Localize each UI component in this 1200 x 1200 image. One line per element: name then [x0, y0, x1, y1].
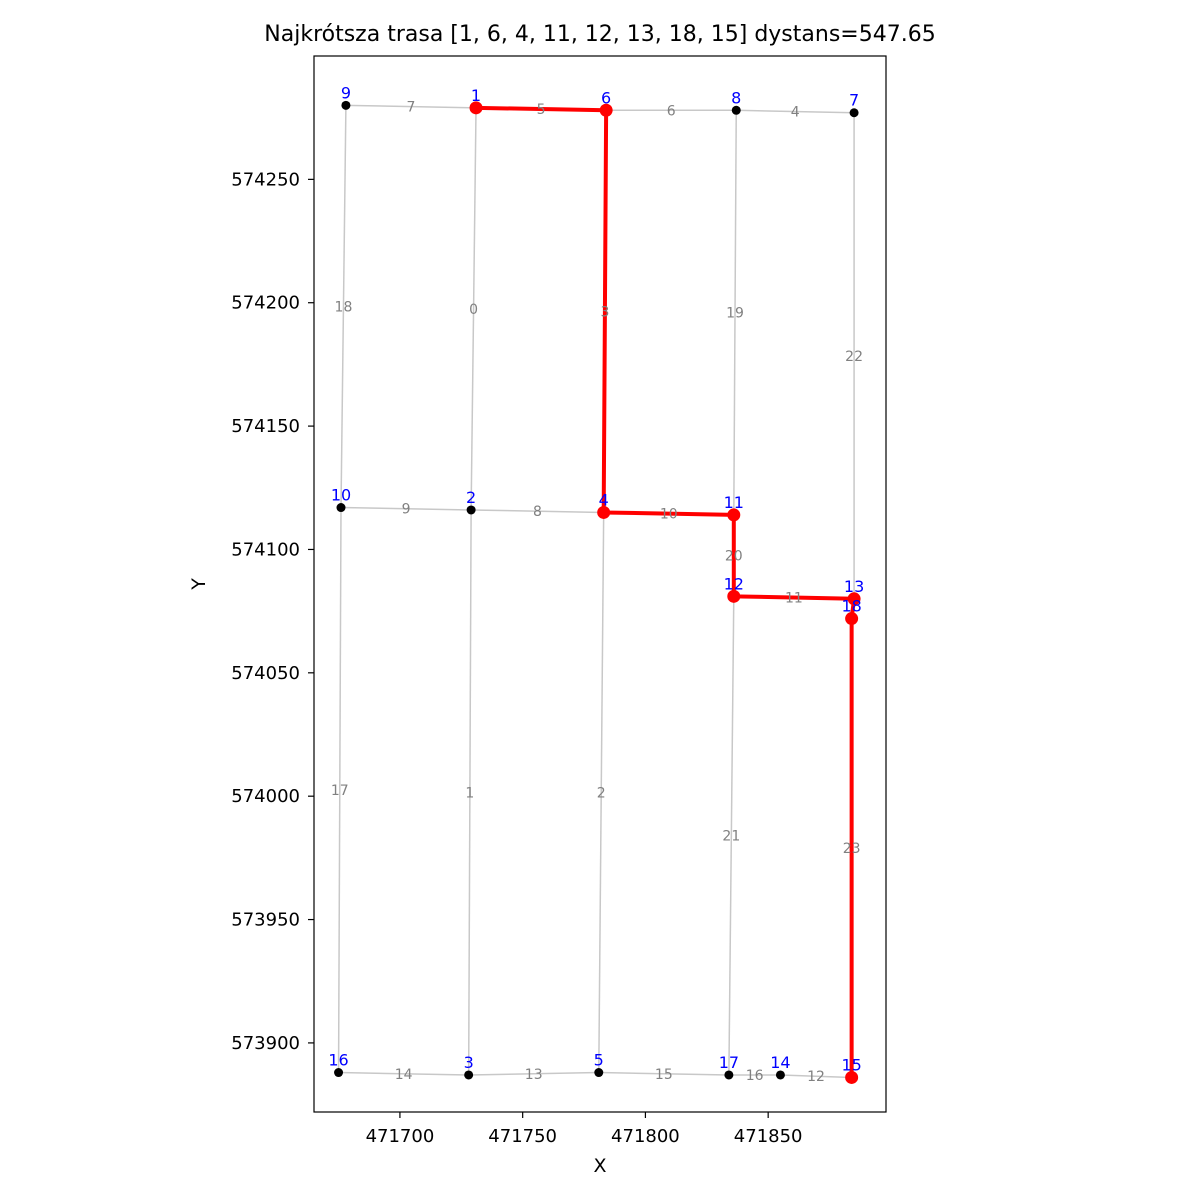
- plot-area-frame: [313, 55, 887, 1113]
- node-point-10: [336, 503, 346, 513]
- node-label-13: 13: [844, 577, 864, 596]
- y-tick-label: 573950: [231, 910, 300, 931]
- edge-line-2: [598, 512, 605, 1073]
- x-axis-label: X: [593, 1155, 606, 1177]
- node-point-17: [724, 1070, 734, 1080]
- y-tick-label: 574000: [231, 786, 300, 807]
- edge-label-6: 6: [667, 103, 676, 119]
- edge-label-19: 19: [726, 306, 744, 322]
- x-tick-label: 471800: [611, 1126, 680, 1147]
- y-tick-label: 573900: [231, 1033, 300, 1054]
- edge-label-11: 11: [785, 591, 803, 607]
- node-label-6: 6: [601, 88, 611, 107]
- edge-label-12: 12: [807, 1069, 825, 1085]
- node-label-7: 7: [849, 91, 859, 110]
- edge-label-14: 14: [395, 1067, 413, 1083]
- edge-line-4: [736, 109, 855, 114]
- node-label-18: 18: [841, 597, 861, 616]
- node-label-9: 9: [341, 83, 351, 102]
- node-point-2: [466, 505, 476, 515]
- node-point-14: [775, 1070, 785, 1080]
- node-label-12: 12: [724, 574, 744, 593]
- edge-label-13: 13: [525, 1067, 543, 1083]
- edge-line-7: [345, 104, 477, 109]
- node-point-15: [845, 1070, 859, 1084]
- y-tick-label: 574200: [231, 293, 300, 314]
- edge-label-0: 0: [469, 302, 478, 318]
- edge-line-0: [470, 107, 477, 510]
- node-point-11: [727, 508, 741, 522]
- y-tick-label: 574250: [231, 169, 300, 190]
- x-tick-label: 471700: [366, 1126, 435, 1147]
- edge-label-5: 5: [537, 102, 546, 118]
- node-point-8: [731, 105, 741, 115]
- edge-label-17: 17: [331, 783, 349, 799]
- edge-label-4: 4: [791, 105, 800, 121]
- y-tick-label: 574150: [231, 416, 300, 437]
- edge-label-16: 16: [746, 1068, 764, 1084]
- node-label-17: 17: [719, 1053, 739, 1072]
- edge-line-19: [733, 110, 737, 515]
- node-label-2: 2: [466, 488, 476, 507]
- edge-line-15: [598, 1071, 729, 1076]
- node-label-3: 3: [464, 1053, 474, 1072]
- node-point-13: [847, 592, 861, 606]
- edge-line-1: [467, 509, 472, 1075]
- node-label-14: 14: [770, 1053, 790, 1072]
- y-axis-ticks: 573900 573950 574000 574050 574100 574150 5742…: [231, 169, 314, 1054]
- edge-label-10: 10: [660, 507, 678, 523]
- edge-line-18: [340, 105, 347, 508]
- edge-label-3: 3: [600, 304, 609, 320]
- node-label-8: 8: [731, 88, 741, 107]
- edge-label-20: 20: [725, 549, 743, 565]
- node-point-9: [341, 100, 351, 110]
- edge-line-12: [780, 1074, 852, 1079]
- y-tick-label: 574100: [231, 539, 300, 560]
- node-point-4: [597, 505, 611, 519]
- edge-label-8: 8: [533, 504, 542, 520]
- chart-title: Najkrótsza trasa [1, 6, 4, 11, 12, 13, 1…: [264, 22, 935, 47]
- node-label-1: 1: [471, 86, 481, 105]
- node-point-16: [334, 1068, 344, 1078]
- edge-label-7: 7: [407, 100, 416, 116]
- node-point-12: [727, 589, 741, 603]
- nodes-layer: [334, 100, 861, 1084]
- edge-line-17: [337, 507, 342, 1073]
- node-label-16: 16: [328, 1051, 348, 1070]
- edge-line-8: [471, 509, 604, 514]
- node-point-1: [469, 101, 483, 115]
- node-point-5: [594, 1068, 604, 1078]
- edge-line-21: [728, 596, 735, 1075]
- node-label-5: 5: [594, 1051, 604, 1070]
- edge-label-22: 22: [845, 349, 863, 365]
- edge-line-9: [340, 506, 472, 511]
- edge-label-9: 9: [402, 502, 411, 518]
- edge-label-18: 18: [335, 299, 353, 315]
- x-tick-label: 471750: [488, 1126, 557, 1147]
- node-point-3: [464, 1070, 474, 1080]
- x-axis-ticks: 471700 471750 471800 471850: [366, 1112, 803, 1147]
- y-tick-label: 574050: [231, 663, 300, 684]
- node-point-6: [599, 103, 613, 117]
- edge-label-21: 21: [722, 829, 740, 845]
- edges-layer: [337, 104, 855, 1079]
- node-label-15: 15: [841, 1055, 861, 1074]
- node-label-10: 10: [331, 486, 351, 505]
- y-axis-label: Y: [188, 578, 210, 591]
- edge-label-23: 23: [843, 841, 861, 857]
- node-label-11: 11: [724, 493, 744, 512]
- node-point-18: [845, 612, 859, 626]
- edge-line-14: [338, 1071, 469, 1076]
- node-point-7: [849, 108, 859, 118]
- node-label-4: 4: [599, 490, 609, 509]
- edge-line-13: [468, 1071, 599, 1076]
- edge-label-1: 1: [465, 785, 474, 801]
- x-tick-label: 471850: [734, 1126, 803, 1147]
- edge-label-2: 2: [597, 785, 606, 801]
- edge-label-15: 15: [655, 1067, 673, 1083]
